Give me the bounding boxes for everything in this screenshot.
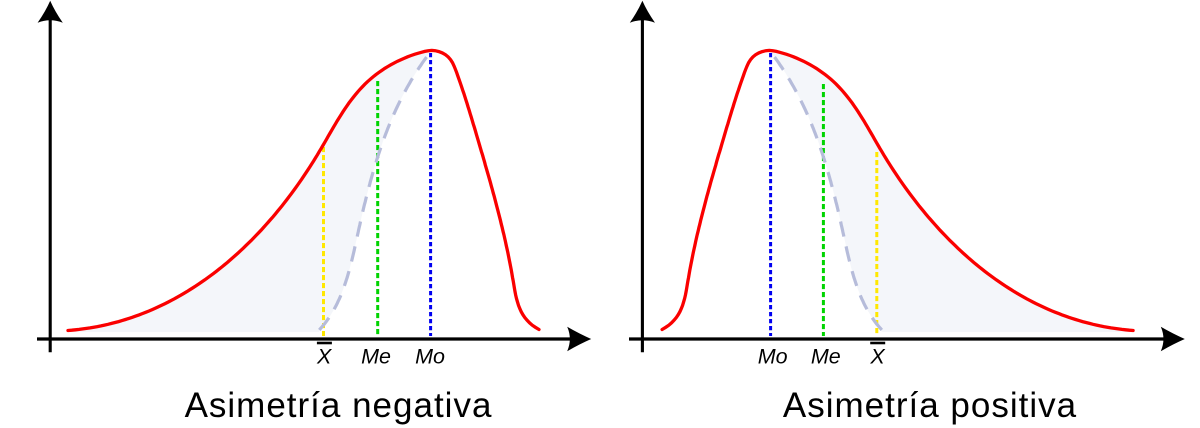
svg-text:Asimetría negativa: Asimetría negativa: [185, 386, 493, 425]
svg-text:X: X: [869, 345, 886, 369]
svg-text:Asimetría positiva: Asimetría positiva: [783, 386, 1077, 425]
svg-text:Me: Me: [811, 345, 841, 369]
svg-text:Me: Me: [361, 345, 391, 369]
svg-text:Mo: Mo: [758, 345, 788, 369]
svg-text:X: X: [316, 345, 333, 369]
svg-text:Mo: Mo: [415, 345, 445, 369]
